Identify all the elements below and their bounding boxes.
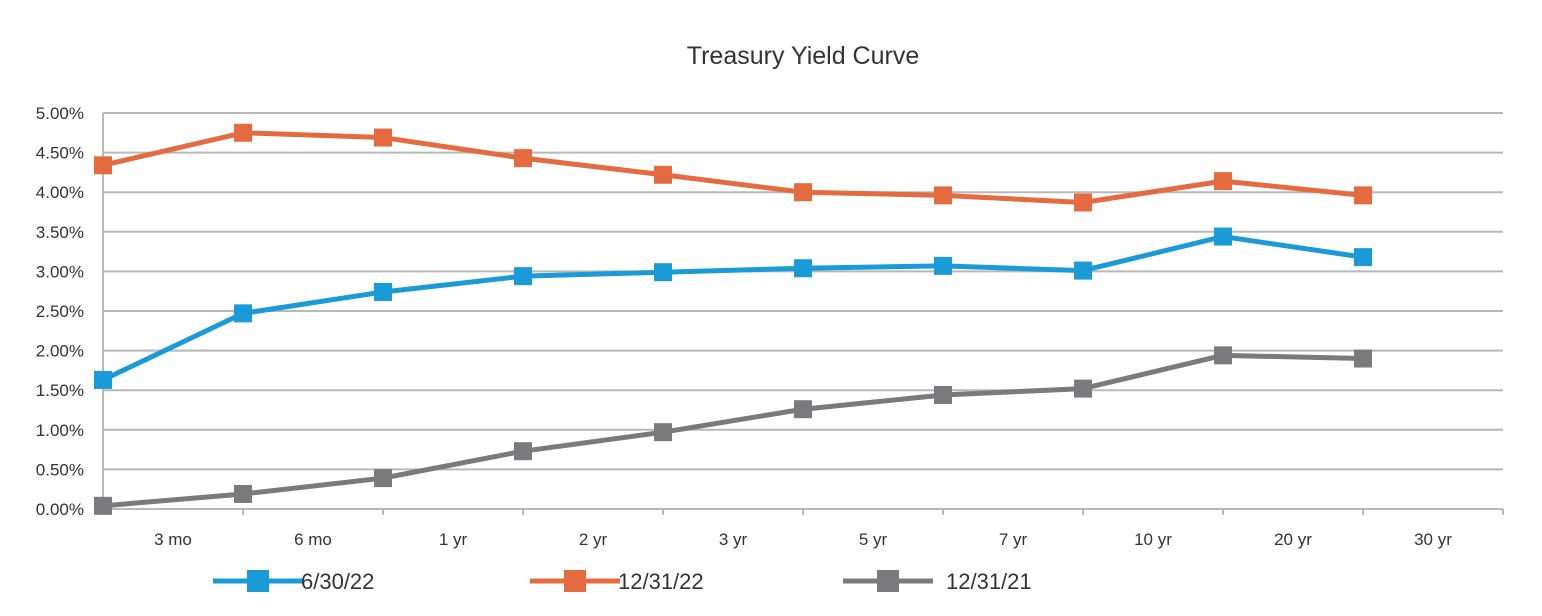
- series-2: [94, 123, 1372, 212]
- data-point: [514, 149, 532, 168]
- y-tick-label: 1.50%: [36, 381, 84, 400]
- y-tick-label: 0.00%: [36, 500, 84, 519]
- y-tick-label: 2.00%: [36, 342, 84, 361]
- y-tick-label: 4.50%: [36, 144, 84, 163]
- x-tick-label: 1 yr: [439, 530, 468, 549]
- data-point: [654, 263, 672, 282]
- data-point: [1214, 172, 1232, 191]
- x-tick-label: 5 yr: [859, 530, 888, 549]
- grid-lines: [103, 112, 1503, 510]
- data-point: [374, 282, 392, 301]
- data-point: [234, 484, 252, 503]
- y-tick-label: 4.00%: [36, 183, 84, 202]
- data-point: [934, 385, 952, 404]
- x-axis-ticks: 3 mo 6 mo 1 yr 2 yr 3 yr 5 yr 7 yr 10 yr 20 yr 30…: [154, 530, 1452, 549]
- data-point: [794, 183, 812, 202]
- series-lines: [94, 123, 1372, 515]
- data-point: [1074, 379, 1092, 398]
- series-line: [102, 352, 1364, 509]
- data-point: [1214, 227, 1232, 246]
- legend-label: 12/31/22: [618, 569, 704, 594]
- axes: [102, 113, 1504, 515]
- legend-marker: [564, 570, 586, 592]
- data-point: [934, 186, 952, 205]
- data-point: [934, 256, 952, 275]
- data-point: [374, 469, 392, 488]
- x-tick-label: 3 mo: [154, 530, 192, 549]
- data-point: [514, 267, 532, 286]
- data-point: [1354, 186, 1372, 205]
- legend-marker: [877, 570, 899, 592]
- x-tick-label: 7 yr: [999, 530, 1028, 549]
- x-tick-label: 2 yr: [579, 530, 608, 549]
- legend-item: 12/31/21: [843, 569, 1032, 594]
- data-point: [794, 259, 812, 278]
- y-tick-label: 2.50%: [36, 302, 84, 321]
- data-point: [94, 496, 112, 515]
- legend-label: 6/30/22: [301, 569, 374, 594]
- data-point: [1074, 193, 1092, 212]
- legend-item: 12/31/22: [530, 569, 704, 594]
- data-point: [654, 165, 672, 184]
- y-tick-label: 0.50%: [36, 460, 84, 479]
- x-tick-label: 3 yr: [719, 530, 748, 549]
- data-point: [234, 304, 252, 323]
- x-tick-label: 6 mo: [294, 530, 332, 549]
- series-3: [94, 346, 1372, 515]
- y-tick-label: 1.00%: [36, 421, 84, 440]
- data-point: [1074, 261, 1092, 280]
- data-point: [654, 423, 672, 442]
- data-point: [1354, 349, 1372, 368]
- y-tick-label: 5.00%: [36, 104, 84, 123]
- data-point: [94, 156, 112, 175]
- data-point: [374, 128, 392, 147]
- legend: 6/30/22 12/31/22 12/31/21: [213, 569, 1032, 594]
- y-axis-ticks: 0.00% 0.50% 1.00% 1.50% 2.00% 2.50% 3.00% 3.50%…: [36, 104, 84, 519]
- legend-label: 12/31/21: [946, 569, 1032, 594]
- x-tick-label: 30 yr: [1414, 530, 1452, 549]
- data-point: [1354, 248, 1372, 267]
- legend-item: 6/30/22: [213, 569, 374, 594]
- data-point: [94, 370, 112, 389]
- chart-title: Treasury Yield Curve: [687, 42, 920, 70]
- data-point: [514, 442, 532, 461]
- legend-marker: [247, 570, 269, 592]
- series-1: [94, 227, 1372, 389]
- y-tick-label: 3.50%: [36, 223, 84, 242]
- series-line: [101, 234, 1364, 383]
- x-tick-label: 20 yr: [1274, 530, 1312, 549]
- data-point: [794, 400, 812, 419]
- data-point: [234, 123, 252, 142]
- data-point: [1214, 346, 1232, 365]
- y-tick-label: 3.00%: [36, 262, 84, 281]
- x-tick-label: 10 yr: [1134, 530, 1172, 549]
- series-line: [102, 130, 1364, 205]
